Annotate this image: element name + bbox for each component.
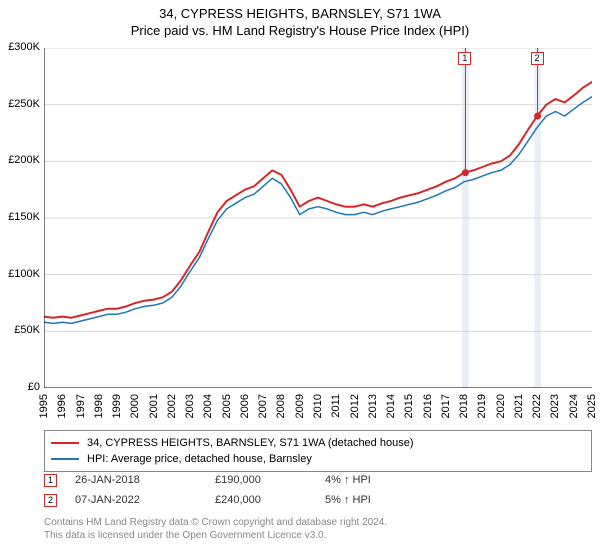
x-tick-label: 2001 [148,394,160,418]
legend-swatch [51,442,79,444]
annotation-marker: 2 [44,494,57,507]
annotation-date: 26-JAN-2018 [75,474,215,486]
legend: 34, CYPRESS HEIGHTS, BARNSLEY, S71 1WA (… [44,430,592,472]
x-tick-label: 1998 [93,394,105,418]
annotation-marker: 1 [44,474,57,487]
y-tick-label: £200K [0,154,40,166]
event-marker-label: 2 [531,52,544,65]
credit-line-1: Contains HM Land Registry data © Crown c… [44,516,592,529]
line-chart-svg [44,48,592,388]
x-tick-label: 2021 [513,394,525,418]
x-tick-label: 2018 [458,394,470,418]
x-tick-label: 2022 [531,394,543,418]
x-tick-label: 2008 [275,394,287,418]
event-marker-label: 1 [458,52,471,65]
x-tick-label: 2020 [495,394,507,418]
x-tick-label: 1997 [75,394,87,418]
legend-item: HPI: Average price, detached house, Barn… [51,451,585,467]
annotation-delta: 5% ↑ HPI [325,494,425,506]
x-tick-label: 2025 [586,394,598,418]
x-tick-label: 2000 [129,394,141,418]
x-tick-label: 2015 [403,394,415,418]
legend-label: HPI: Average price, detached house, Barn… [87,453,312,465]
annotation-price: £240,000 [215,494,325,506]
annotation-row: 2 07-JAN-2022 £240,000 5% ↑ HPI [44,490,592,510]
x-tick-label: 2013 [367,394,379,418]
x-tick-label: 1999 [111,394,123,418]
x-tick-label: 1996 [56,394,68,418]
credit-block: Contains HM Land Registry data © Crown c… [44,516,592,542]
y-tick-label: £50K [0,324,40,336]
x-tick-label: 1995 [38,394,50,418]
legend-item: 34, CYPRESS HEIGHTS, BARNSLEY, S71 1WA (… [51,435,585,451]
y-tick-label: £0 [0,381,40,393]
x-tick-label: 2011 [330,394,342,418]
x-tick-label: 2005 [221,394,233,418]
annotation-row: 1 26-JAN-2018 £190,000 4% ↑ HPI [44,470,592,490]
x-tick-label: 2024 [568,394,580,418]
x-tick-label: 2004 [202,394,214,418]
x-tick-label: 2014 [385,394,397,418]
title-line-2: Price paid vs. HM Land Registry's House … [0,23,600,38]
annotation-delta: 4% ↑ HPI [325,474,425,486]
x-tick-label: 2019 [476,394,488,418]
y-tick-label: £250K [0,98,40,110]
y-tick-label: £150K [0,211,40,223]
annotation-table: 1 26-JAN-2018 £190,000 4% ↑ HPI 2 07-JAN… [44,470,592,510]
x-tick-label: 2016 [422,394,434,418]
x-tick-label: 2006 [239,394,251,418]
x-tick-label: 2002 [166,394,178,418]
x-tick-label: 2009 [294,394,306,418]
chart-area [44,48,592,388]
credit-line-2: This data is licensed under the Open Gov… [44,529,592,542]
title-line-1: 34, CYPRESS HEIGHTS, BARNSLEY, S71 1WA [0,6,600,21]
x-tick-label: 2012 [349,394,361,418]
y-tick-label: £100K [0,268,40,280]
chart-container: 34, CYPRESS HEIGHTS, BARNSLEY, S71 1WA P… [0,0,600,560]
x-tick-label: 2010 [312,394,324,418]
title-block: 34, CYPRESS HEIGHTS, BARNSLEY, S71 1WA P… [0,0,600,40]
x-tick-label: 2003 [184,394,196,418]
legend-label: 34, CYPRESS HEIGHTS, BARNSLEY, S71 1WA (… [87,437,414,449]
y-tick-label: £300K [0,41,40,53]
legend-swatch [51,458,79,460]
annotation-price: £190,000 [215,474,325,486]
annotation-date: 07-JAN-2022 [75,494,215,506]
x-tick-label: 2017 [440,394,452,418]
x-tick-label: 2007 [257,394,269,418]
x-tick-label: 2023 [549,394,561,418]
